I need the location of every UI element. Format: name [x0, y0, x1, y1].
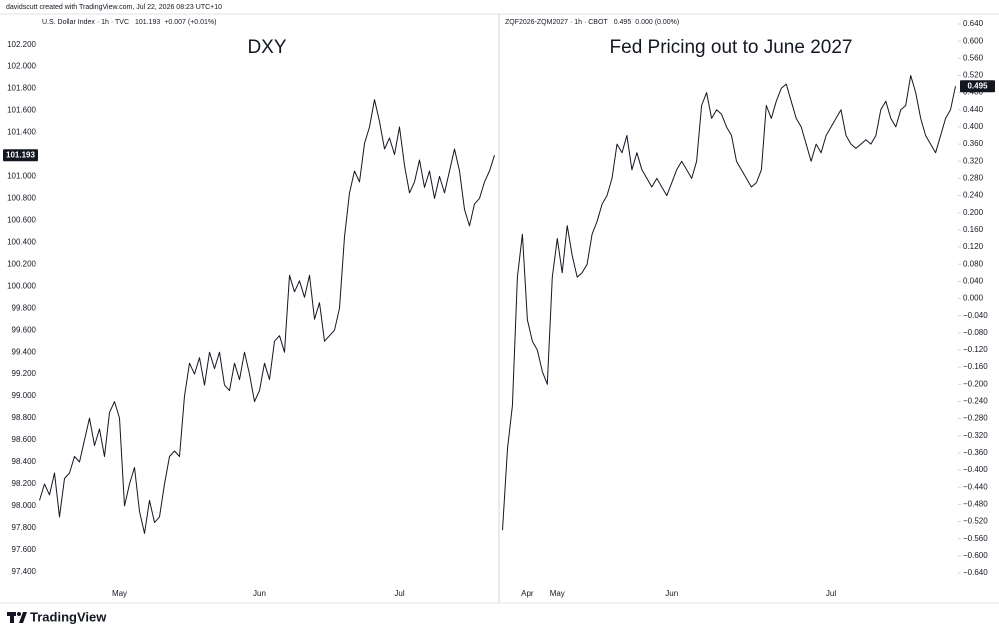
y-tick-label: −0.280 — [963, 414, 988, 423]
y-tick-label: 101.000 — [7, 172, 36, 181]
brand-logo — [7, 612, 27, 623]
chart-title: DXY — [247, 37, 286, 58]
symbol: ZQF2026-ZQM2027 · 1h · CBOT — [505, 19, 608, 26]
x-tick-label: May — [550, 589, 565, 598]
y-tick-label: 100.800 — [7, 194, 36, 203]
y-tick-label: 100.400 — [7, 237, 36, 246]
y-tick-label: −0.120 — [963, 345, 988, 354]
y-tick-label: −0.320 — [963, 431, 988, 440]
y-tick-label: −0.480 — [963, 499, 988, 508]
y-tick-label: 0.200 — [963, 208, 984, 217]
y-tick-label: 0.000 — [963, 294, 984, 303]
y-tick-label: −0.200 — [963, 379, 988, 388]
change: +0.007 (+0.01%) — [164, 19, 216, 26]
y-tick-label: 102.000 — [7, 62, 36, 71]
x-tick-label: Apr — [521, 589, 534, 598]
y-tick-label: 101.800 — [7, 84, 36, 93]
y-tick-label: 0.120 — [963, 242, 984, 251]
x-tick-label: Jun — [253, 589, 266, 598]
symbol-header: U.S. Dollar Index · 1h · TVC 101.193 +0.00… — [42, 19, 216, 26]
x-tick-label: May — [112, 589, 127, 598]
y-tick-label: 98.800 — [12, 413, 37, 422]
y-tick-label: −0.360 — [963, 448, 988, 457]
y-tick-label: 99.200 — [12, 369, 37, 378]
y-tick-label: 98.200 — [12, 479, 37, 488]
y-tick-label: 97.600 — [12, 545, 37, 554]
logo-part — [17, 612, 21, 616]
y-tick-label: 0.560 — [963, 53, 984, 62]
y-tick-label: 0.600 — [963, 36, 984, 45]
y-tick-label: −0.600 — [963, 551, 988, 560]
y-tick-label: 0.640 — [963, 19, 984, 28]
y-tick-label: −0.240 — [963, 397, 988, 406]
y-tick-label: 0.080 — [963, 259, 984, 268]
y-tick-label: −0.440 — [963, 482, 988, 491]
y-tick-label: 99.400 — [12, 347, 37, 356]
y-tick-label: −0.040 — [963, 311, 988, 320]
y-tick-label: −0.400 — [963, 465, 988, 474]
y-tick-label: 99.800 — [12, 303, 37, 312]
y-tick-label: 0.360 — [963, 139, 984, 148]
y-tick-label: 100.600 — [7, 215, 36, 224]
quote: 101.193 — [135, 19, 160, 26]
symbol: U.S. Dollar Index · 1h · TVC — [42, 19, 129, 26]
y-tick-label: −0.560 — [963, 534, 988, 543]
y-tick-label: 98.400 — [12, 457, 37, 466]
last-price-label: 0.495 — [967, 81, 988, 90]
y-tick-label: 102.200 — [7, 40, 36, 49]
change: 0.000 (0.00%) — [635, 19, 679, 26]
y-tick-label: 0.280 — [963, 174, 984, 183]
y-tick-label: 0.040 — [963, 276, 984, 285]
quote: 0.495 — [614, 19, 632, 26]
y-tick-label: 0.240 — [963, 191, 984, 200]
y-tick-label: −0.520 — [963, 517, 988, 526]
y-tick-label: 0.520 — [963, 71, 984, 80]
y-tick-label: 100.200 — [7, 259, 36, 268]
y-tick-label: 0.440 — [963, 105, 984, 114]
brand-name: TradingView — [30, 609, 107, 624]
credit: davidscutt created with TradingView.com,… — [6, 4, 222, 11]
logo-part — [10, 612, 14, 623]
y-tick-label: 0.400 — [963, 122, 984, 131]
y-tick-label: −0.080 — [963, 328, 988, 337]
price-line — [502, 75, 956, 531]
x-tick-label: Jul — [394, 589, 404, 598]
last-price-label: 101.193 — [6, 150, 35, 159]
y-tick-label: 0.480 — [963, 88, 984, 97]
logo-part — [19, 612, 27, 623]
y-tick-label: −0.640 — [963, 568, 988, 577]
y-tick-label: 97.400 — [12, 567, 37, 576]
chart-title: Fed Pricing out to June 2027 — [610, 37, 853, 58]
last-price-marker — [3, 149, 38, 162]
y-tick-label: 98.600 — [12, 435, 37, 444]
y-tick-label: −0.160 — [963, 362, 988, 371]
y-tick-label: 101.600 — [7, 106, 36, 115]
x-tick-label: Jul — [826, 589, 836, 598]
y-tick-label: 101.400 — [7, 128, 36, 137]
y-tick-label: 0.320 — [963, 156, 984, 165]
last-price-marker — [960, 80, 995, 93]
y-tick-label: 100.000 — [7, 281, 36, 290]
y-tick-label: 98.000 — [12, 501, 37, 510]
y-tick-label: 97.800 — [12, 523, 37, 532]
price-line — [39, 99, 495, 534]
y-tick-label: 0.160 — [963, 225, 984, 234]
y-tick-label: 99.600 — [12, 325, 37, 334]
symbol-header: ZQF2026-ZQM2027 · 1h · CBOT 0.495 0.000 (0… — [505, 19, 679, 26]
y-tick-label: 99.000 — [12, 391, 37, 400]
x-tick-label: Jun — [665, 589, 678, 598]
